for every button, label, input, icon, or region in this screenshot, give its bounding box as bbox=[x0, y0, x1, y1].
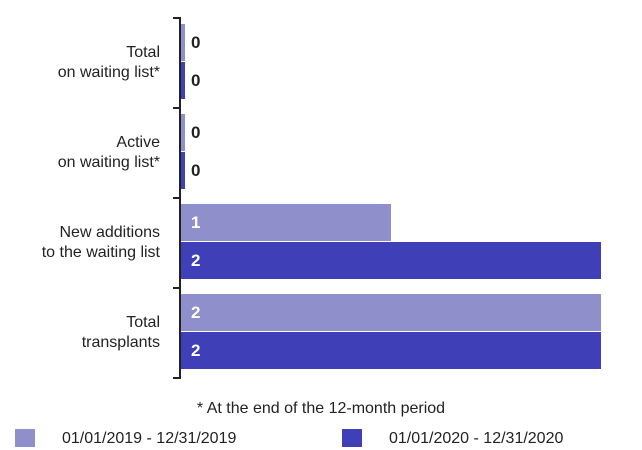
y-tick-label: Total on waiting list* bbox=[58, 44, 160, 81]
legend-label: 01/01/2020 - 12/31/2020 bbox=[389, 430, 563, 447]
bar bbox=[181, 332, 601, 369]
value-label: 2 bbox=[191, 341, 200, 360]
label-line: transplants bbox=[82, 334, 160, 351]
legend-label: 01/01/2019 - 12/31/2019 bbox=[62, 430, 236, 447]
bar bbox=[181, 152, 185, 189]
value-label: 0 bbox=[191, 161, 200, 180]
bar bbox=[181, 24, 185, 61]
bar bbox=[181, 62, 185, 99]
label-line: to the waiting list bbox=[42, 244, 161, 261]
value-label: 0 bbox=[191, 123, 200, 142]
legend-swatch bbox=[15, 429, 35, 447]
y-tick-label: New additions to the waiting list bbox=[42, 224, 161, 261]
label-line: Total bbox=[126, 44, 160, 61]
bar bbox=[181, 204, 391, 241]
value-label: 0 bbox=[191, 71, 200, 90]
y-tick-label: Active on waiting list* bbox=[58, 134, 160, 171]
bar bbox=[181, 242, 601, 279]
bar bbox=[181, 294, 601, 331]
label-line: Active bbox=[116, 134, 160, 151]
value-label: 0 bbox=[191, 33, 200, 52]
bar bbox=[181, 114, 185, 151]
value-label: 2 bbox=[191, 303, 200, 322]
value-label: 1 bbox=[191, 213, 200, 232]
value-label: 2 bbox=[191, 251, 200, 270]
label-line: on waiting list* bbox=[58, 154, 160, 171]
y-tick-label: Total transplants bbox=[82, 314, 160, 351]
label-line: Total bbox=[126, 314, 160, 331]
label-line: on waiting list* bbox=[58, 64, 160, 81]
legend-swatch bbox=[342, 429, 362, 447]
footnote: * At the end of the 12-month period bbox=[197, 400, 445, 417]
label-line: New additions bbox=[60, 224, 161, 241]
